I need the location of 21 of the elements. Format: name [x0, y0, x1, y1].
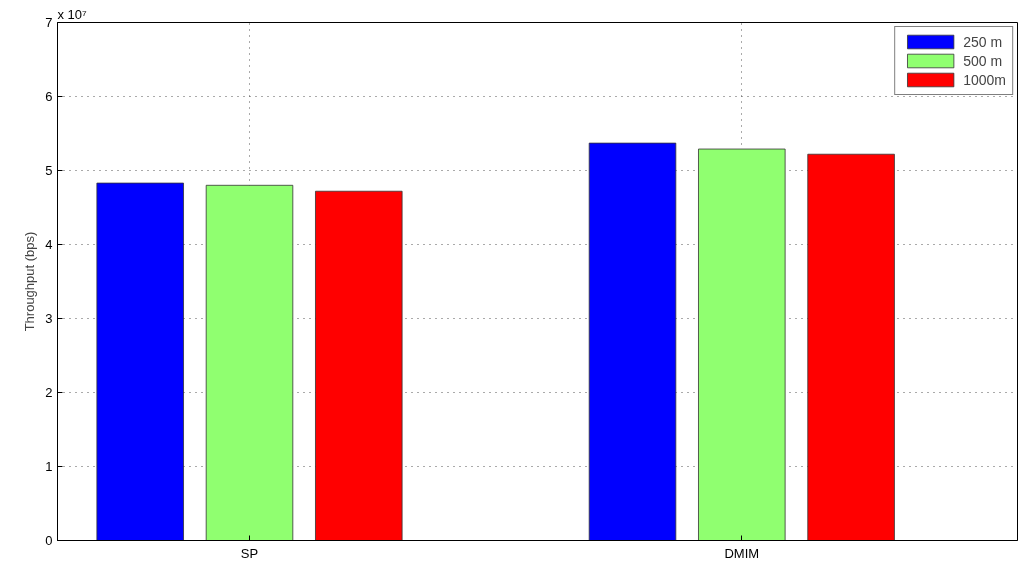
bar [205, 184, 294, 541]
bar [588, 142, 677, 541]
y-tick-label: 3 [45, 311, 53, 326]
y-axis-title: Throughput (bps) [22, 231, 38, 332]
legend-label: 1000m [963, 71, 1006, 88]
x-tick-label: SP [240, 545, 259, 561]
y-tick-label: 6 [45, 89, 53, 104]
bar [315, 190, 403, 541]
bar [698, 148, 786, 541]
bar [96, 182, 184, 541]
y-tick-label: 0 [45, 533, 53, 548]
y-tick-label: 4 [45, 237, 53, 252]
y-tick-label: 7 [45, 15, 53, 30]
y-tick-label: 5 [45, 163, 53, 178]
x-tick-label: DMIM [724, 545, 760, 561]
legend-label: 500 m [963, 52, 1003, 69]
legend-label: 250 m [963, 33, 1003, 50]
y-tick-label: 2 [45, 385, 53, 400]
bar [807, 153, 895, 541]
text: x 10⁷ [57, 6, 88, 22]
y-tick-label: 1 [45, 459, 53, 474]
